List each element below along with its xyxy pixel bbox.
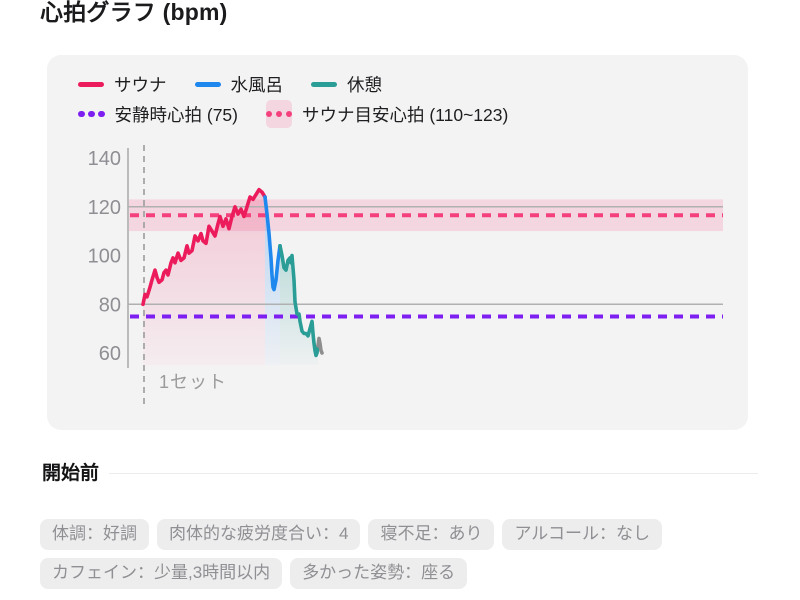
legend-ref-item-1: サウナ目安心拍 (110~123) xyxy=(265,100,509,128)
y-tick-120: 120 xyxy=(88,197,121,219)
series-line-tail xyxy=(316,336,324,355)
legend-label: サウナ目安心拍 (110~123) xyxy=(301,104,509,125)
pre-session-tag-2: 寝不足：あり xyxy=(368,519,495,550)
dot xyxy=(98,110,105,118)
series-line-1 xyxy=(263,195,282,292)
legend-item-0: サウナ xyxy=(78,72,167,97)
y-tick-80: 80 xyxy=(99,294,121,316)
dot xyxy=(88,110,95,118)
legend-line-swatch xyxy=(311,81,337,87)
series-line-2 xyxy=(278,244,320,358)
legend-label: 安静時心拍 (75) xyxy=(114,104,238,125)
legend-row-reference: 安静時心拍 (75) サウナ目安心拍 (110~123) xyxy=(78,99,508,129)
legend-line-swatch xyxy=(194,81,221,87)
pre-session-tags: 体調：好調 肉体的な疲労度合い：4 寝不足：あり アルコール：なしカフェイン：少量,3… xyxy=(40,519,762,589)
pre-session-section: 開始前 xyxy=(42,458,758,485)
series-line-0 xyxy=(141,187,267,307)
set-marker-label: 1セット xyxy=(159,372,228,392)
pre-session-heading: 開始前 xyxy=(42,463,100,484)
heart-rate-chart-card: 140 120 100 80 60 サウナ 水風呂 休憩 安静時心拍 (75) サウナ目安心拍… xyxy=(47,55,748,430)
area-fill-0 xyxy=(143,189,265,365)
legend-label: 水風呂 xyxy=(230,74,284,95)
dot xyxy=(78,110,85,118)
y-tick-100: 100 xyxy=(88,246,121,268)
pre-session-tag-5: 多かった姿勢：座る xyxy=(290,558,468,589)
legend-item-1: 水風呂 xyxy=(194,72,284,97)
chart-legend: サウナ 水風呂 休憩 安静時心拍 (75) サウナ目安心拍 (110~123) xyxy=(78,69,508,129)
y-tick-140: 140 xyxy=(88,148,121,170)
y-tick-60: 60 xyxy=(99,343,121,365)
legend-item-2: 休憩 xyxy=(311,72,382,97)
dot xyxy=(265,110,273,118)
pre-session-tag-0: 体調：好調 xyxy=(40,519,149,550)
heart-rate-chart: 140 120 100 80 60 xyxy=(88,145,723,405)
dot xyxy=(275,110,283,118)
legend-band-swatch xyxy=(265,100,293,128)
legend-label: 休憩 xyxy=(347,74,382,95)
legend-line-swatch xyxy=(78,81,104,87)
pre-session-tag-3: アルコール：なし xyxy=(502,519,662,550)
dot xyxy=(285,110,293,118)
section-divider xyxy=(109,472,758,475)
page-title: 心拍グラフ (bpm) xyxy=(40,0,228,25)
legend-ref-item-0: 安静時心拍 (75) xyxy=(78,102,238,127)
legend-dotted-swatch xyxy=(78,110,105,118)
legend-row-series: サウナ 水風呂 休憩 xyxy=(78,69,508,99)
pre-session-tag-1: 肉体的な疲労度合い：4 xyxy=(157,519,361,550)
legend-dotted-swatch xyxy=(265,110,293,118)
legend-label: サウナ xyxy=(114,74,167,95)
pre-session-tag-4: カフェイン：少量,3時間以内 xyxy=(40,558,283,589)
